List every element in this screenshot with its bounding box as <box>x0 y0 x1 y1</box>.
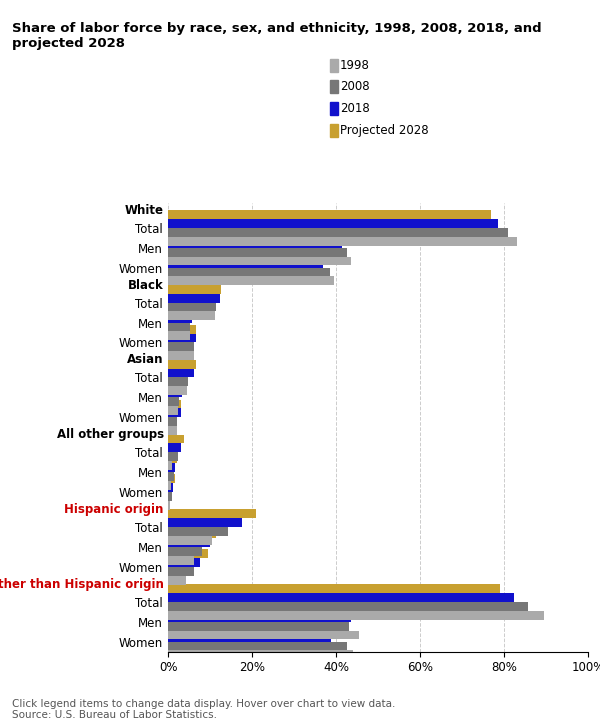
Bar <box>168 602 528 611</box>
Bar <box>168 237 517 245</box>
Text: Projected 2028: Projected 2028 <box>340 124 428 137</box>
Bar <box>168 325 196 334</box>
Text: 2018: 2018 <box>340 102 370 115</box>
Bar <box>168 611 544 620</box>
Text: Click legend items to change data display. Hover over chart to view data.
Source: Click legend items to change data displa… <box>12 699 395 720</box>
Bar <box>168 408 181 417</box>
Bar <box>168 558 200 567</box>
Bar <box>168 529 217 538</box>
Bar <box>168 527 228 536</box>
Bar <box>168 613 351 622</box>
Bar <box>168 311 215 320</box>
Bar <box>168 650 353 660</box>
Bar <box>168 474 175 483</box>
Bar <box>168 219 498 228</box>
Bar <box>168 641 347 650</box>
Bar <box>168 483 173 492</box>
Text: Asian: Asian <box>127 353 164 366</box>
Bar <box>168 622 349 631</box>
Bar <box>168 550 208 558</box>
Bar <box>168 624 325 633</box>
Bar <box>168 518 242 527</box>
Text: Black: Black <box>128 279 164 292</box>
Bar <box>168 492 172 501</box>
Text: All other groups: All other groups <box>56 429 164 441</box>
Bar <box>168 239 343 248</box>
Bar <box>168 463 175 472</box>
Bar <box>168 538 210 547</box>
Bar <box>168 332 190 340</box>
Bar <box>168 593 514 602</box>
Bar <box>168 510 256 518</box>
Bar <box>168 285 221 294</box>
Bar <box>168 631 359 639</box>
Bar <box>168 369 194 377</box>
Text: Share of labor force by race, sex, and ethnicity, 1998, 2008, 2018, and
projecte: Share of labor force by race, sex, and e… <box>12 22 542 50</box>
Bar <box>168 268 330 277</box>
Bar <box>168 417 177 426</box>
Bar <box>168 334 196 342</box>
Bar <box>168 230 336 239</box>
Bar <box>168 305 193 313</box>
Bar <box>168 584 500 593</box>
Bar <box>168 547 202 556</box>
Bar <box>168 377 188 387</box>
Bar <box>168 360 196 369</box>
Bar <box>168 322 190 332</box>
Bar <box>168 389 182 397</box>
Bar <box>168 294 220 303</box>
Bar <box>168 633 331 641</box>
Bar <box>168 472 174 481</box>
Bar <box>168 461 172 470</box>
Bar <box>168 567 194 576</box>
Bar <box>168 400 181 408</box>
Bar <box>168 443 181 452</box>
Bar <box>168 397 179 406</box>
Bar <box>168 426 177 435</box>
Bar <box>168 455 177 463</box>
Bar <box>168 228 508 237</box>
Bar <box>168 379 182 389</box>
Text: 2008: 2008 <box>340 80 370 93</box>
Text: White: White <box>125 204 164 216</box>
Bar <box>168 387 187 395</box>
Bar <box>168 210 491 219</box>
Bar <box>168 556 194 565</box>
Bar <box>168 501 170 510</box>
Bar <box>168 576 185 584</box>
Bar <box>168 303 217 311</box>
Text: 1998: 1998 <box>340 59 370 72</box>
Bar <box>168 256 351 266</box>
Bar <box>168 248 347 256</box>
Bar <box>168 604 343 613</box>
Bar <box>168 351 194 360</box>
Bar <box>168 452 178 461</box>
Text: Hispanic origin: Hispanic origin <box>64 503 164 516</box>
Bar <box>168 258 323 268</box>
Bar <box>168 481 170 490</box>
Bar <box>168 406 178 415</box>
Bar <box>168 250 323 258</box>
Text: Other than Hispanic origin: Other than Hispanic origin <box>0 578 164 591</box>
Bar <box>168 434 184 443</box>
Bar <box>168 313 192 322</box>
Bar <box>168 342 194 351</box>
Bar <box>168 536 212 544</box>
Bar <box>168 277 334 285</box>
